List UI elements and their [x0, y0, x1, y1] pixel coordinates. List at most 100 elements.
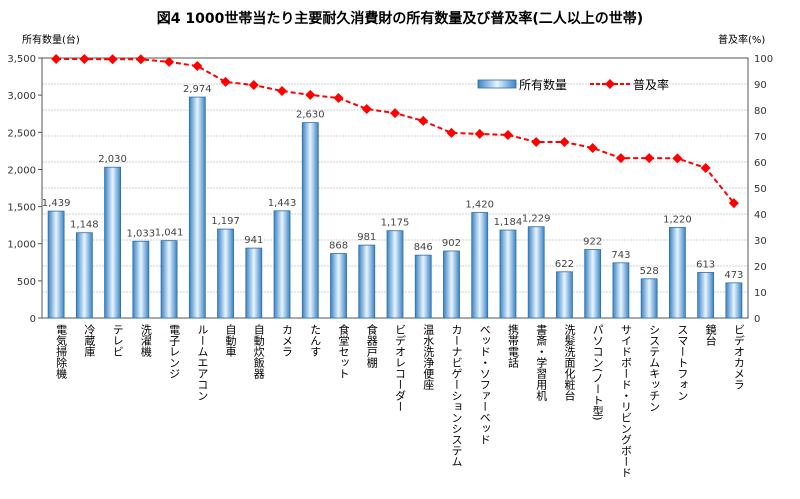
x-tick-label: 自動車	[224, 324, 237, 358]
x-tick-label: ビデオカメラ	[732, 324, 745, 390]
bar-data-label: 902	[442, 238, 461, 249]
line-point	[220, 76, 231, 87]
x-tick-label: 温水洗浄便座	[422, 324, 435, 390]
line-point	[361, 103, 372, 114]
bar	[640, 278, 658, 319]
bar-data-label: 1,148	[70, 220, 99, 231]
line-point	[531, 136, 542, 147]
bar-data-label: 941	[244, 235, 263, 246]
x-tick-label: 電気掃除機	[55, 324, 68, 380]
bar-data-label: 528	[640, 266, 659, 277]
bar-data-label: 846	[414, 242, 433, 253]
y-tick-label-right: 10	[754, 288, 767, 299]
x-tick-label: カーナビゲーションシステム	[450, 324, 463, 467]
x-tick-label: ベッド・ソファーベッド	[478, 324, 491, 445]
y-tick-label-right: 70	[754, 132, 767, 143]
line-point	[587, 142, 598, 153]
line-point	[333, 93, 344, 104]
x-tick-label: 冷蔵庫	[83, 324, 96, 358]
line-point	[305, 89, 316, 100]
y-tick-label-right: 90	[754, 80, 767, 91]
legend-marker	[605, 79, 615, 89]
x-tick-label: テレビ	[111, 324, 124, 357]
line-point	[474, 128, 485, 139]
bar	[556, 271, 573, 319]
x-tick-label: 洗髪洗面化粧台	[563, 324, 576, 401]
x-tick-label: 書斎・学習用机	[535, 323, 548, 401]
bar	[499, 229, 517, 319]
bar-data-label: 981	[357, 232, 376, 243]
y-axis-label-right: 普及率(%)	[718, 33, 765, 46]
line-point	[79, 54, 90, 65]
x-tick-label: サイドボード・リビングボード	[619, 324, 632, 478]
y-tick-label-left: 2,000	[7, 165, 36, 176]
bar	[669, 226, 686, 319]
bar	[188, 96, 206, 319]
bar-data-label: 1,443	[268, 198, 297, 209]
x-tick-label: 食器戸棚	[365, 323, 378, 369]
y-tick-label-left: 500	[17, 277, 36, 288]
y-tick-label-left: 1,500	[7, 203, 36, 214]
x-tick-label: たんす	[309, 324, 322, 357]
line-point	[418, 115, 429, 126]
legend-label-line: 普及率	[633, 77, 669, 92]
bar	[414, 254, 432, 319]
bar	[697, 272, 715, 319]
bar	[245, 247, 263, 319]
bar-data-label: 622	[555, 259, 574, 270]
line-point	[615, 153, 626, 164]
x-tick-label: カメラ	[281, 324, 294, 357]
bar	[358, 244, 376, 319]
bar	[330, 253, 347, 319]
y-tick-label-right: 50	[754, 184, 767, 195]
y-tick-label-right: 60	[754, 158, 767, 169]
line-point	[277, 86, 288, 97]
bar	[104, 166, 121, 319]
bar-data-label: 868	[329, 241, 348, 252]
x-tick-label: 携帯電話	[506, 323, 519, 369]
bar-data-label: 1,229	[522, 214, 551, 225]
x-tick-label: 食堂セット	[337, 323, 350, 379]
x-tick-label: システムキッチン	[648, 324, 661, 412]
bar-data-label: 1,197	[211, 216, 240, 227]
bar	[612, 262, 630, 319]
bar	[132, 240, 150, 319]
y-tick-label-right: 80	[754, 106, 767, 117]
x-tick-label: ルームエアコン	[196, 324, 209, 401]
y-tick-label-left: 0	[30, 314, 36, 325]
line-point	[672, 153, 683, 164]
y-tick-label-left: 1,000	[7, 240, 36, 251]
line-point	[390, 108, 400, 119]
bar-data-label: 743	[611, 250, 630, 261]
bar	[386, 230, 404, 319]
line-point	[446, 127, 457, 138]
y-tick-label-right: 0	[754, 314, 760, 325]
x-tick-label: 洗濯機	[139, 324, 152, 358]
bar	[75, 232, 93, 319]
y-tick-label-right: 20	[754, 262, 767, 273]
chart-title: 図4 1000世帯当たり主要耐久消費財の所有数量及び普及率(二人以上の世帯)	[156, 11, 644, 27]
bar-data-label: 613	[696, 259, 715, 270]
bar	[527, 226, 545, 319]
y-tick-label-right: 40	[754, 210, 767, 221]
y-tick-label-left: 3,000	[7, 91, 36, 102]
bar-data-label: 2,630	[296, 110, 325, 121]
y-tick-label-right: 30	[754, 236, 767, 247]
bar	[471, 212, 489, 319]
x-tick-label: 電子レンジ	[168, 324, 181, 379]
bar-data-label: 1,041	[155, 228, 184, 239]
line-point	[644, 153, 655, 164]
bar-data-label: 1,220	[663, 214, 692, 225]
bar-data-label: 1,175	[381, 218, 410, 229]
bar-data-label: 2,974	[183, 84, 212, 95]
line-point	[559, 136, 570, 147]
legend-swatch-bar	[477, 79, 517, 89]
bar	[301, 122, 319, 319]
line-point	[502, 129, 513, 140]
line-point	[700, 162, 711, 173]
line-point	[51, 54, 62, 65]
x-tick-label: 鏡台	[704, 323, 717, 346]
bar-data-label: 2,030	[98, 154, 127, 165]
line-point	[248, 80, 259, 91]
